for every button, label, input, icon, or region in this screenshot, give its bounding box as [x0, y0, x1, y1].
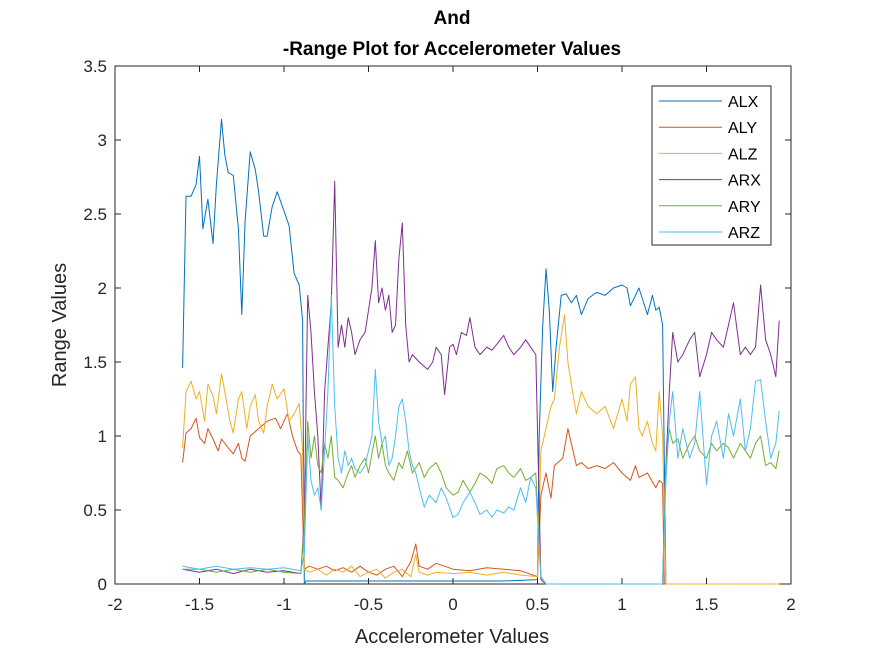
series-lines — [182, 118, 780, 585]
legend: ALX ALY ALZ ARX ARY ARZ — [651, 85, 772, 246]
x-tick-label: 1.5 — [695, 595, 719, 614]
legend-label-arz: ARZ — [728, 225, 760, 242]
y-tick-label: 2 — [98, 279, 107, 298]
series-line-arz — [182, 294, 780, 585]
legend-label-alx: ALX — [728, 94, 759, 111]
y-tick-label: 2.5 — [83, 205, 107, 224]
series-line-aly — [182, 413, 780, 585]
axis-ticks: -2 -1.5 -1 -0.5 0 0.5 1 1.5 2 0 0.5 1 1.5 2 2.5 3 3.5 — [83, 57, 795, 614]
y-tick-label: 3.5 — [83, 57, 107, 76]
x-axis-label: Accelerometer Values — [355, 626, 549, 648]
legend-label-ary: ARY — [728, 199, 761, 216]
y-tick-label: 0 — [98, 575, 107, 594]
x-tick-label: 1 — [617, 595, 626, 614]
y-tick-label: 3 — [98, 131, 107, 150]
legend-box — [651, 85, 772, 246]
x-tick-label: -0.5 — [354, 595, 383, 614]
x-tick-label: -1.5 — [185, 595, 214, 614]
y-tick-label: 0.5 — [83, 501, 107, 520]
x-tick-label: 0.5 — [526, 595, 550, 614]
x-tick-label: -2 — [107, 595, 122, 614]
y-tick-label: 1.5 — [83, 353, 107, 372]
legend-label-aly: ALY — [728, 120, 757, 137]
series-line-arx — [182, 180, 780, 585]
x-tick-label: -1 — [276, 595, 291, 614]
y-axis-label: Range Values — [49, 263, 71, 387]
series-line-alz — [182, 314, 780, 585]
chart-title-line-1: And — [434, 8, 471, 29]
chart-title-line-2: -Range Plot for Accelerometer Values — [283, 39, 621, 60]
x-tick-label: 0 — [448, 595, 457, 614]
y-tick-label: 1 — [98, 427, 107, 446]
legend-label-arx: ARX — [728, 173, 761, 190]
legend-label-alz: ALZ — [728, 146, 758, 163]
x-tick-label: 2 — [786, 595, 795, 614]
